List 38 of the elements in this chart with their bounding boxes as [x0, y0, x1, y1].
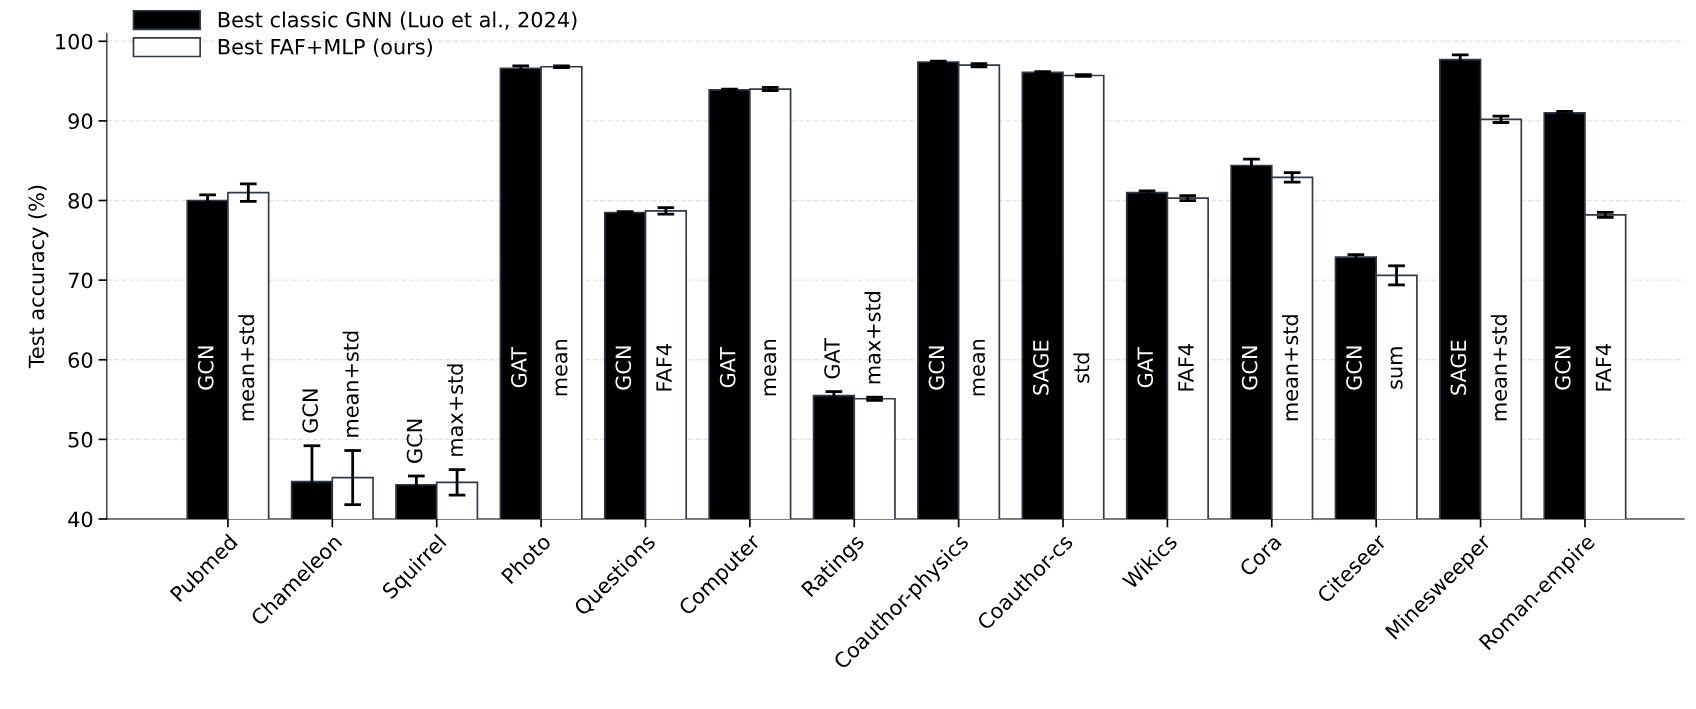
annotation: GCN	[197, 346, 214, 390]
legend-label: Best classic GNN (Luo et al., 2024)	[218, 11, 577, 30]
annotation: mean	[973, 339, 986, 396]
annotation: FAF4	[1178, 344, 1194, 391]
annotation: mean+std	[1490, 315, 1507, 421]
annotation: std	[1073, 353, 1090, 383]
annotation: GCN	[615, 346, 632, 390]
annotation: sum	[1390, 347, 1403, 389]
y-tick-label: 50	[68, 431, 93, 448]
annotation: mean+std	[342, 331, 359, 437]
annotation: mean+std	[238, 315, 255, 421]
annotation: GCN	[1346, 346, 1362, 390]
annotation: mean+std	[1282, 315, 1299, 421]
annotation: mean	[555, 339, 568, 396]
annotation: max+std	[446, 364, 464, 456]
y-tick-label: 60	[68, 352, 93, 368]
annotation: GCN	[928, 346, 945, 390]
annotation: GCN	[406, 419, 423, 463]
y-tick-label: 40	[68, 511, 93, 528]
annotation: SAGE	[1032, 340, 1049, 395]
y-tick-label: 90	[68, 113, 93, 130]
annotation: GAT	[1137, 346, 1154, 388]
legend-label: Best FAF+MLP (ours)	[218, 38, 432, 58]
annotation: FAF4	[1595, 344, 1612, 391]
annotation: GCN	[1554, 346, 1571, 390]
annotation: GAT	[511, 346, 527, 388]
y-tick-label: 100	[56, 33, 93, 50]
annotation: max+std	[864, 292, 881, 384]
annotation: GAT	[719, 346, 736, 388]
annotation: GCN	[1241, 346, 1258, 390]
y-tick-label: 80	[68, 192, 93, 209]
y-axis-title: Test accuracy (%)	[28, 185, 49, 369]
annotation: FAF4	[656, 344, 672, 391]
annotation: GCN	[302, 389, 319, 433]
annotation: mean	[764, 339, 777, 396]
y-tick-label: 70	[68, 272, 93, 289]
annotation: SAGE	[1450, 340, 1467, 395]
annotation: GAT	[824, 338, 840, 379]
